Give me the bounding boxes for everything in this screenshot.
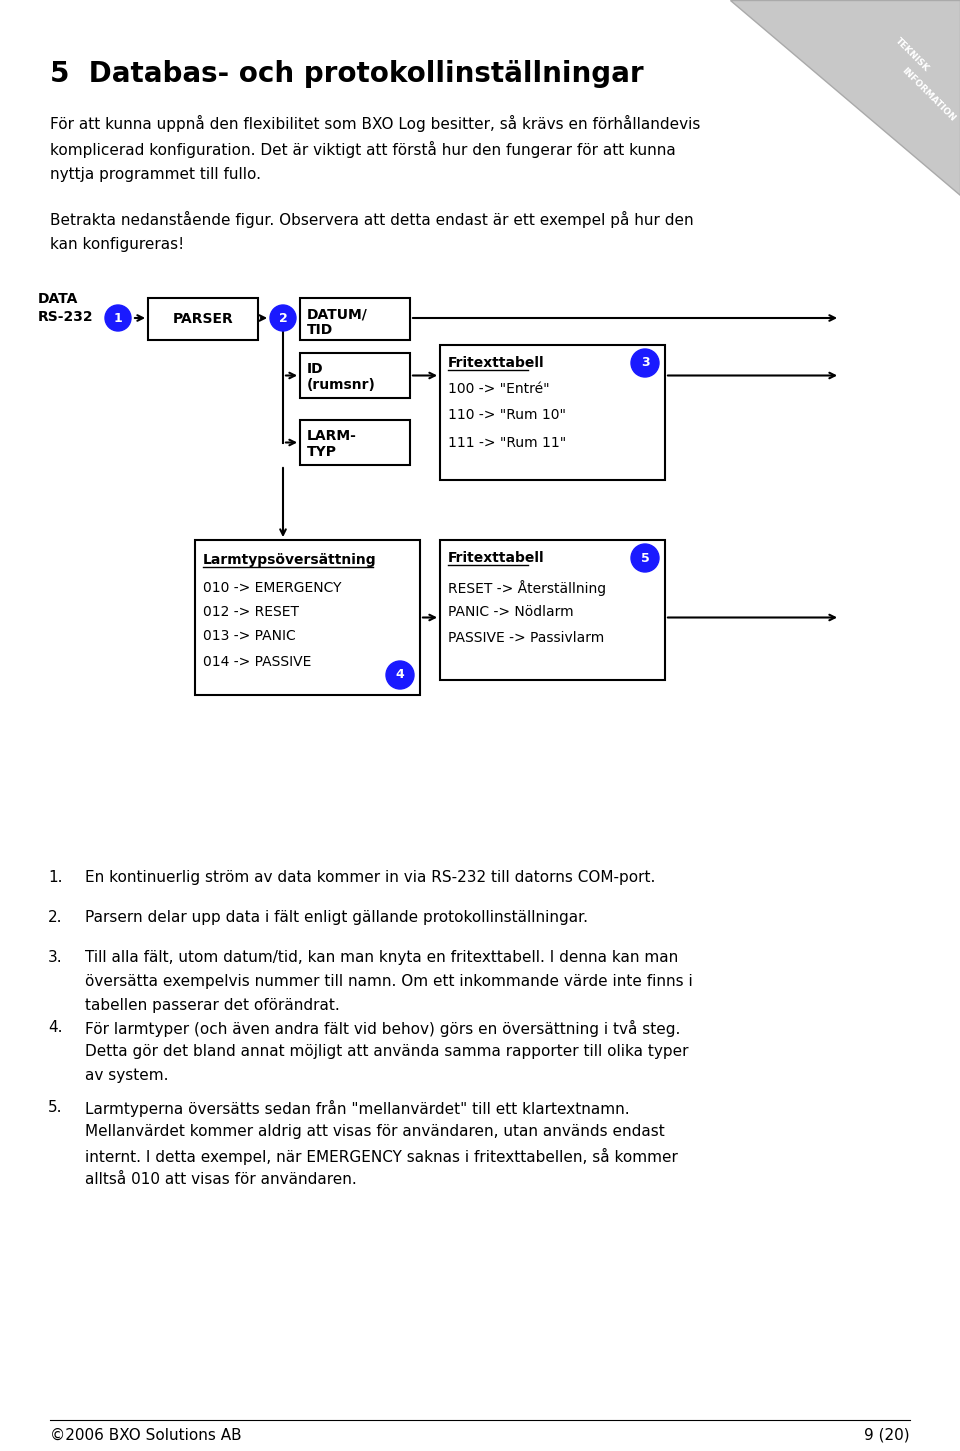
Text: PARSER: PARSER xyxy=(173,312,233,326)
Text: 100 -> "Entré": 100 -> "Entré" xyxy=(448,382,550,396)
Text: 9 (20): 9 (20) xyxy=(864,1428,910,1442)
Text: 4.: 4. xyxy=(48,1020,62,1035)
Text: 010 -> EMERGENCY: 010 -> EMERGENCY xyxy=(203,580,342,595)
Text: kan konfigureras!: kan konfigureras! xyxy=(50,237,184,252)
Circle shape xyxy=(631,350,659,377)
Text: tabellen passerar det oförändrat.: tabellen passerar det oförändrat. xyxy=(85,998,340,1013)
Text: INFORMATION: INFORMATION xyxy=(900,67,956,123)
Text: 012 -> RESET: 012 -> RESET xyxy=(203,605,299,620)
Text: 111 -> "Rum 11": 111 -> "Rum 11" xyxy=(448,435,566,450)
FancyBboxPatch shape xyxy=(148,297,258,340)
Circle shape xyxy=(105,305,131,331)
Text: TYP: TYP xyxy=(307,445,337,459)
FancyBboxPatch shape xyxy=(440,540,665,681)
Text: komplicerad konfiguration. Det är viktigt att förstå hur den fungerar för att ku: komplicerad konfiguration. Det är viktig… xyxy=(50,141,676,158)
Text: PANIC -> Nödlarm: PANIC -> Nödlarm xyxy=(448,605,574,620)
Text: nyttja programmet till fullo.: nyttja programmet till fullo. xyxy=(50,167,261,181)
FancyBboxPatch shape xyxy=(300,297,410,340)
Circle shape xyxy=(386,662,414,689)
Polygon shape xyxy=(730,0,960,194)
Circle shape xyxy=(270,305,296,331)
Text: Larmtypsöversättning: Larmtypsöversättning xyxy=(203,553,376,567)
Text: 5  Databas- och protokollinställningar: 5 Databas- och protokollinställningar xyxy=(50,59,643,89)
Text: Larmtyperna översätts sedan från "mellanvärdet" till ett klartextnamn.: Larmtyperna översätts sedan från "mellan… xyxy=(85,1100,630,1117)
Text: Mellanvärdet kommer aldrig att visas för användaren, utan används endast: Mellanvärdet kommer aldrig att visas för… xyxy=(85,1125,664,1139)
Text: RESET -> Återställning: RESET -> Återställning xyxy=(448,580,606,596)
Text: TID: TID xyxy=(307,324,333,337)
Text: LARM-: LARM- xyxy=(307,429,357,443)
Text: ID: ID xyxy=(307,361,324,376)
Text: PASSIVE -> Passivlarm: PASSIVE -> Passivlarm xyxy=(448,631,604,646)
Text: 014 -> PASSIVE: 014 -> PASSIVE xyxy=(203,654,311,669)
Text: 5: 5 xyxy=(640,551,649,564)
Text: För att kunna uppnå den flexibilitet som BXO Log besitter, så krävs en förhållan: För att kunna uppnå den flexibilitet som… xyxy=(50,115,701,132)
Text: 4: 4 xyxy=(396,669,404,682)
Text: DATUM/: DATUM/ xyxy=(307,308,368,321)
Text: av system.: av system. xyxy=(85,1068,169,1082)
Text: 013 -> PANIC: 013 -> PANIC xyxy=(203,628,296,643)
Text: ©2006 BXO Solutions AB: ©2006 BXO Solutions AB xyxy=(50,1428,242,1442)
Text: alltså 010 att visas för användaren.: alltså 010 att visas för användaren. xyxy=(85,1172,357,1187)
FancyBboxPatch shape xyxy=(440,345,665,480)
FancyBboxPatch shape xyxy=(195,540,420,695)
Text: Fritexttabell: Fritexttabell xyxy=(448,355,544,370)
Text: 5.: 5. xyxy=(48,1100,62,1114)
Text: 2: 2 xyxy=(278,312,287,325)
Text: (rumsnr): (rumsnr) xyxy=(307,379,376,392)
Text: översätta exempelvis nummer till namn. Om ett inkommande värde inte finns i: översätta exempelvis nummer till namn. O… xyxy=(85,974,693,990)
Text: Detta gör det bland annat möjligt att använda samma rapporter till olika typer: Detta gör det bland annat möjligt att an… xyxy=(85,1045,688,1059)
Text: 3.: 3. xyxy=(48,950,62,965)
Text: Parsern delar upp data i fält enligt gällande protokollinställningar.: Parsern delar upp data i fält enligt gäl… xyxy=(85,910,588,924)
Text: 3: 3 xyxy=(640,357,649,370)
Text: internt. I detta exempel, när EMERGENCY saknas i fritexttabellen, så kommer: internt. I detta exempel, när EMERGENCY … xyxy=(85,1148,678,1165)
Text: 1: 1 xyxy=(113,312,122,325)
Text: Fritexttabell: Fritexttabell xyxy=(448,551,544,564)
Text: 2.: 2. xyxy=(48,910,62,924)
Text: 1.: 1. xyxy=(48,871,62,885)
Text: 110 -> "Rum 10": 110 -> "Rum 10" xyxy=(448,408,566,422)
FancyBboxPatch shape xyxy=(300,353,410,398)
Text: RS-232: RS-232 xyxy=(38,311,94,324)
FancyBboxPatch shape xyxy=(300,419,410,464)
Text: Betrakta nedanstående figur. Observera att detta endast är ett exempel på hur de: Betrakta nedanstående figur. Observera a… xyxy=(50,210,694,228)
Text: Till alla fält, utom datum/tid, kan man knyta en fritexttabell. I denna kan man: Till alla fält, utom datum/tid, kan man … xyxy=(85,950,679,965)
Text: En kontinuerlig ström av data kommer in via RS-232 till datorns COM-port.: En kontinuerlig ström av data kommer in … xyxy=(85,871,656,885)
Text: För larmtyper (och även andra fält vid behov) görs en översättning i två steg.: För larmtyper (och även andra fält vid b… xyxy=(85,1020,681,1037)
Text: TEKNISK: TEKNISK xyxy=(894,36,930,74)
Circle shape xyxy=(631,544,659,572)
Text: DATA: DATA xyxy=(38,292,79,306)
